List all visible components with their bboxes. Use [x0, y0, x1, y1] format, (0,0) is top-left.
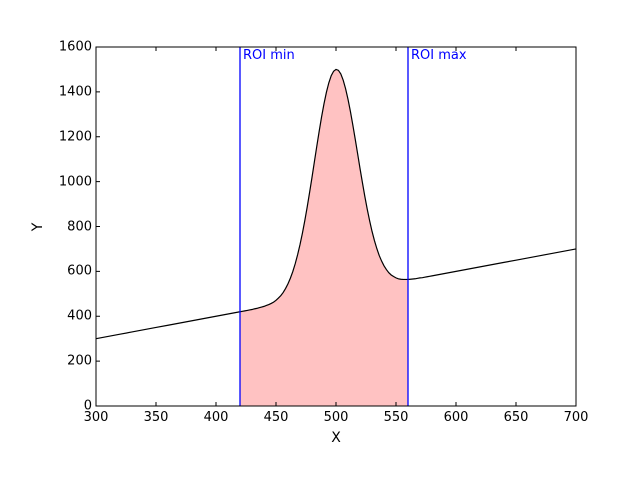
x-tick-label: 550	[383, 410, 409, 425]
y-tick-label: 1600	[58, 39, 92, 55]
y-tick-label: 600	[67, 263, 92, 279]
y-tick-label: 1400	[58, 84, 92, 100]
y-tick-label: 1200	[58, 129, 92, 145]
signal-curve	[95, 68, 577, 340]
x-axis-label: X	[331, 430, 341, 446]
roi-min-label: ROI min	[243, 48, 295, 63]
y-tick-label: 800	[67, 219, 92, 234]
y-tick-label: 400	[67, 308, 92, 324]
roi-max-label: ROI max	[411, 48, 467, 63]
y-tick-label: 200	[67, 353, 92, 369]
x-tick-label: 450	[263, 410, 289, 425]
x-tick-label: 500	[323, 410, 349, 425]
x-tick-label: 650	[503, 410, 529, 425]
x-tick-label: 300	[83, 410, 109, 425]
roi-shaded-region	[240, 69, 408, 406]
x-tick-label: 700	[563, 410, 589, 425]
y-tick-label: 0	[83, 398, 92, 414]
y-tick-label: 1000	[58, 174, 92, 190]
x-tick-label: 400	[203, 410, 229, 425]
x-tick-label: 600	[443, 410, 469, 425]
y-axis-label: Y	[30, 222, 46, 231]
x-tick-label: 350	[143, 410, 169, 425]
